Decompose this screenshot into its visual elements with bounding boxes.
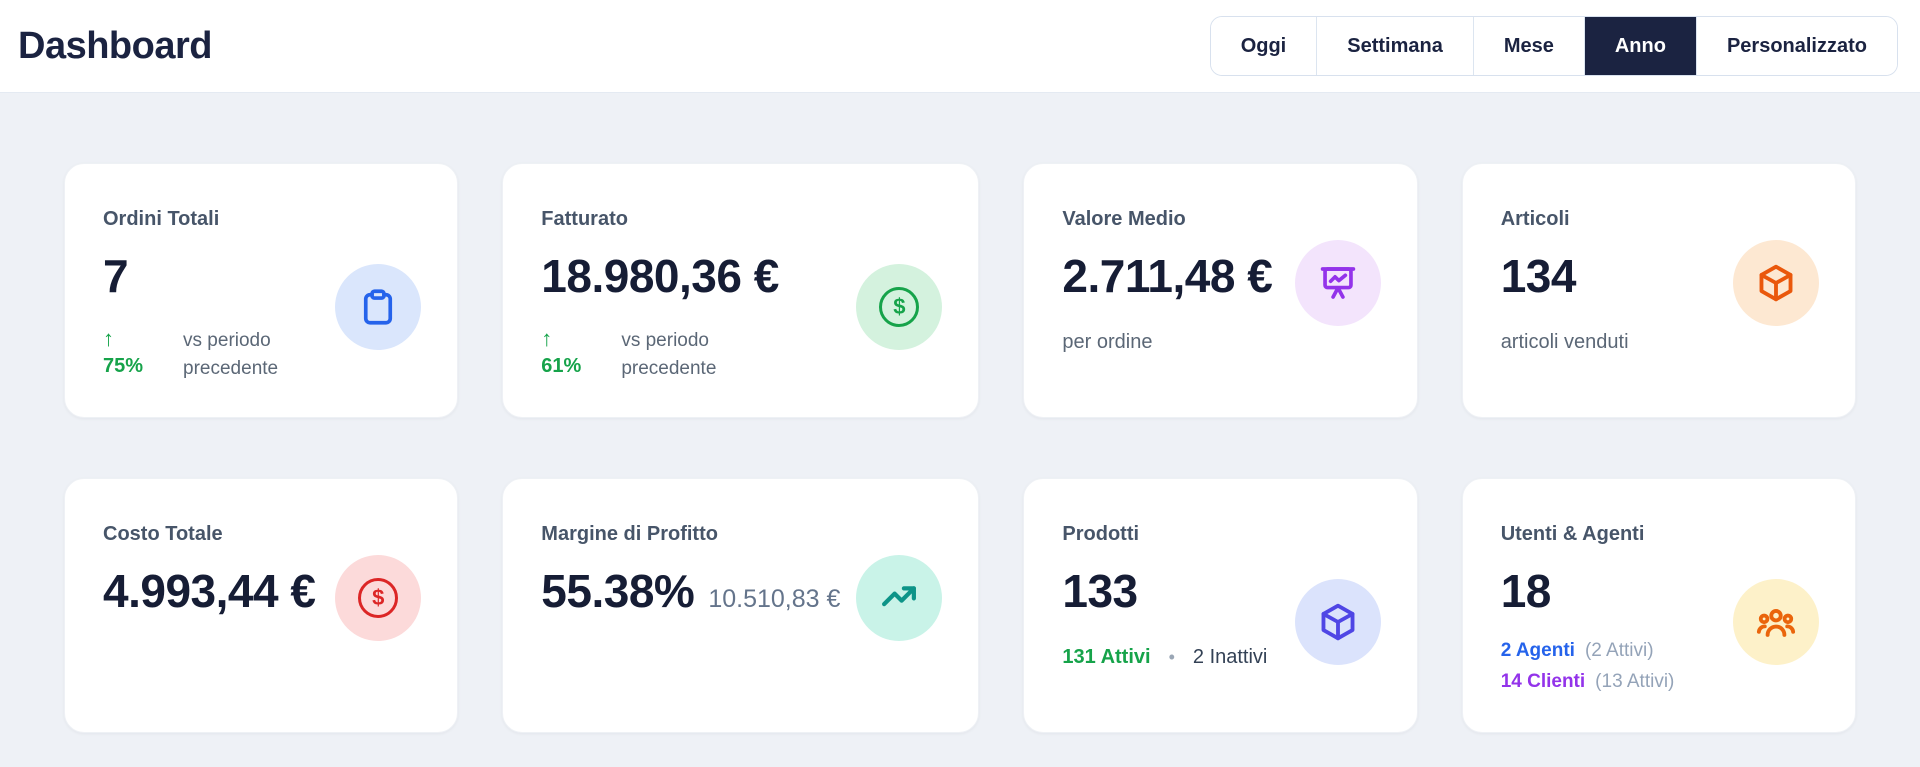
change-indicator: ↑ 61% vs periodo precedente	[541, 326, 779, 382]
change-label: vs periodo precedente	[183, 330, 279, 379]
card-value: 7	[103, 250, 129, 302]
dot-separator: •	[1168, 647, 1175, 667]
card-subtitle: per ordine	[1062, 331, 1153, 353]
clients-active-detail: (13 Attivi)	[1595, 671, 1675, 692]
card-value-secondary: 10.510,83 €	[708, 585, 841, 613]
card-title: Valore Medio	[1062, 208, 1186, 230]
tab-anno[interactable]: Anno	[1583, 17, 1696, 75]
card-utenti-agenti: Utenti & Agenti 18 2 Agenti (2 Attivi) 1…	[1461, 478, 1856, 733]
card-title: Fatturato	[541, 208, 628, 230]
cube-icon	[1733, 240, 1819, 326]
active-count: 131 Attivi	[1062, 646, 1151, 668]
card-costo-totale: Costo Totale 4.993,44 € $	[64, 478, 459, 733]
card-value: 55.38%	[541, 565, 695, 617]
tab-personalizzato[interactable]: Personalizzato	[1695, 17, 1897, 75]
card-title: Utenti & Agenti	[1500, 523, 1645, 545]
arrow-up-icon: ↑	[541, 326, 553, 351]
change-percent: 61%	[541, 355, 582, 378]
trending-up-icon	[856, 555, 943, 641]
card-title: Ordini Totali	[103, 208, 220, 230]
card-title: Prodotti	[1062, 523, 1140, 545]
users-group-icon	[1733, 579, 1819, 665]
dollar-circle-icon: $	[856, 264, 943, 350]
change-indicator: ↑ 75% vs periodo precedente	[103, 326, 305, 382]
clipboard-icon	[335, 264, 422, 350]
header: Dashboard Oggi Settimana Mese Anno Perso…	[0, 0, 1920, 93]
inactive-count: 2 Inattivi	[1192, 646, 1268, 668]
card-articoli: Articoli 134 articoli venduti	[1461, 163, 1856, 418]
arrow-up-icon: ↑	[103, 326, 114, 351]
agents-active-detail: (2 Attivi)	[1584, 640, 1654, 661]
card-fatturato: Fatturato 18.980,36 € ↑ 61% vs periodo p…	[502, 163, 980, 418]
clients-count: 14 Clienti	[1500, 671, 1586, 692]
tab-oggi[interactable]: Oggi	[1210, 17, 1317, 75]
card-value: 18.980,36 €	[541, 250, 779, 302]
card-value: 2.711,48 €	[1062, 250, 1273, 302]
agents-count: 2 Agenti	[1500, 640, 1575, 661]
stats-grid: Ordini Totali 7 ↑ 75% vs periodo precede…	[0, 93, 1920, 767]
change-percent: 75%	[103, 355, 144, 378]
tab-settimana[interactable]: Settimana	[1316, 17, 1473, 75]
period-tab-group: Oggi Settimana Mese Anno Personalizzato	[1209, 16, 1898, 76]
cube-icon	[1294, 579, 1381, 665]
card-subtitle: articoli venduti	[1500, 331, 1629, 353]
dollar-circle-icon: $	[335, 555, 422, 641]
change-label: vs periodo precedente	[621, 330, 717, 379]
card-title: Margine di Profitto	[541, 523, 718, 545]
card-valore-medio: Valore Medio 2.711,48 € per ordine	[1023, 163, 1418, 418]
page-title: Dashboard	[18, 24, 212, 67]
card-value: 133	[1062, 565, 1138, 617]
card-ordini-totali: Ordini Totali 7 ↑ 75% vs periodo precede…	[64, 163, 459, 418]
card-margine-profitto: Margine di Profitto 55.38% 10.510,83 €	[502, 478, 980, 733]
card-prodotti: Prodotti 133 131 Attivi • 2 Inattivi	[1023, 478, 1418, 733]
card-value: 18	[1500, 565, 1552, 617]
tab-mese[interactable]: Mese	[1472, 17, 1584, 75]
card-title: Articoli	[1500, 208, 1570, 230]
user-breakdown: 2 Agenti (2 Attivi) 14 Clienti (13 Attiv…	[1501, 640, 1675, 693]
product-status: 131 Attivi • 2 Inattivi	[1062, 646, 1267, 669]
card-title: Costo Totale	[103, 523, 223, 545]
card-value: 134	[1500, 250, 1577, 302]
presentation-chart-icon	[1294, 240, 1381, 326]
card-value: 4.993,44 €	[103, 565, 316, 617]
